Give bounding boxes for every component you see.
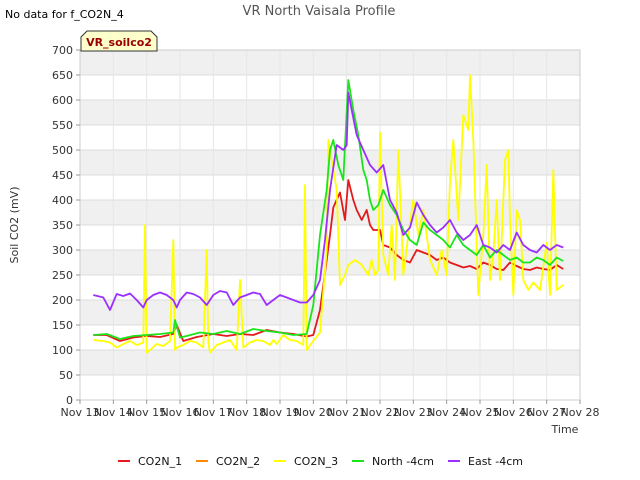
- y-tick-label: 600: [52, 94, 73, 107]
- plot-band: [80, 50, 580, 75]
- legend-label: East -4cm: [468, 455, 523, 468]
- legend-label: CO2N_1: [138, 455, 182, 468]
- badge-label: VR_soilco2: [86, 36, 152, 49]
- x-tick-label: Nov 23: [394, 406, 433, 419]
- x-tick-label: Nov 21: [327, 406, 366, 419]
- y-tick-label: 500: [52, 144, 73, 157]
- plot-band: [80, 100, 580, 125]
- no-data-note: No data for f_CO2N_4: [5, 8, 124, 21]
- x-tick-label: Nov 18: [227, 406, 266, 419]
- x-tick-label: Nov 16: [161, 406, 200, 419]
- legend-label: CO2N_2: [216, 455, 260, 468]
- x-tick-label: Nov 22: [361, 406, 400, 419]
- plot-background: [80, 50, 580, 400]
- y-tick-label: 700: [52, 44, 73, 57]
- chart-title: VR North Vaisala Profile: [243, 4, 396, 19]
- series-line-east-4cm: [93, 91, 564, 311]
- y-tick-label: 100: [52, 344, 73, 357]
- plot-band: [80, 275, 580, 300]
- x-tick-label: Nov 17: [194, 406, 233, 419]
- y-tick-label: 450: [52, 169, 73, 182]
- x-tick-label: Nov 28: [561, 406, 600, 419]
- plot-band: [80, 350, 580, 375]
- y-tick-label: 400: [52, 194, 73, 207]
- x-tick-label: Nov 14: [94, 406, 133, 419]
- plot-band: [80, 375, 580, 400]
- x-tick-label: Nov 19: [261, 406, 300, 419]
- legend-item: East -4cm: [448, 455, 523, 468]
- legend-label: CO2N_3: [294, 455, 338, 468]
- badge: VR_soilco2: [80, 30, 158, 52]
- badge-box: [80, 30, 158, 52]
- x-tick-label: Nov 13: [61, 406, 100, 419]
- plot-band: [80, 75, 580, 100]
- y-tick-label: 150: [52, 319, 73, 332]
- y-tick-label: 650: [52, 69, 73, 82]
- x-tick-label: Nov 24: [427, 406, 466, 419]
- axes: 0 50 100 150 200 250 300 350 400 450 500 550 600 650 7…: [52, 44, 599, 419]
- legend-item: CO2N_2: [196, 455, 260, 468]
- plot-band: [80, 250, 580, 275]
- grid-lines: [79, 49, 581, 401]
- x-axis-label: Time: [551, 423, 579, 436]
- series-layer: [93, 74, 564, 354]
- y-tick-label: 250: [52, 269, 73, 282]
- y-tick-label: 0: [66, 394, 73, 407]
- y-tick-label: 50: [59, 369, 73, 382]
- x-tick-label: Nov 15: [127, 406, 166, 419]
- plot-band: [80, 200, 580, 225]
- x-tick-label: Nov 25: [461, 406, 500, 419]
- series-line-co2n-3: [93, 74, 564, 354]
- plot-band: [80, 300, 580, 325]
- y-tick-label: 350: [52, 219, 73, 232]
- y-axis-label: Soil CO2 (mV): [8, 187, 21, 264]
- x-tick-label: Nov 26: [494, 406, 533, 419]
- x-tick-label: Nov 20: [294, 406, 333, 419]
- y-tick-label: 200: [52, 294, 73, 307]
- y-tick-label: 550: [52, 119, 73, 132]
- legend-item: CO2N_3: [274, 455, 338, 468]
- legend-label: North -4cm: [372, 455, 434, 468]
- y-tick-label: 300: [52, 244, 73, 257]
- legend-item: North -4cm: [352, 455, 434, 468]
- x-tick-label: Nov 27: [527, 406, 566, 419]
- legend-item: CO2N_1: [118, 455, 182, 468]
- legend: CO2N_1 CO2N_2 CO2N_3 North -4cm East -4cm: [118, 455, 523, 468]
